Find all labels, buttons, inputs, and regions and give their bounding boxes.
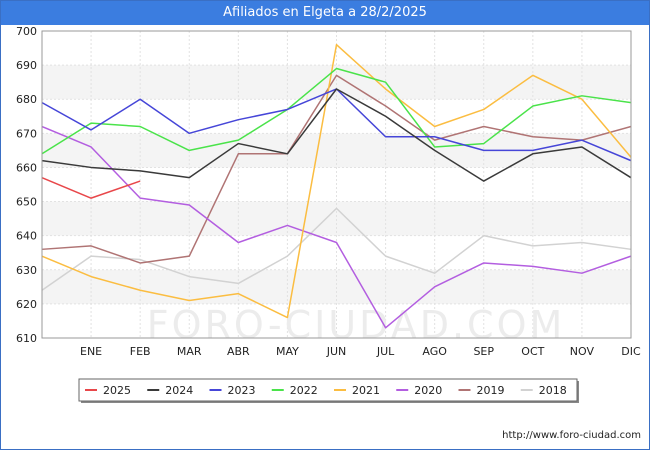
- source-url[interactable]: http://www.foro-ciudad.com: [502, 430, 641, 441]
- x-tick-label: SEP: [473, 345, 494, 358]
- x-tick-label: JUL: [376, 345, 395, 358]
- plot-border: [41, 30, 632, 339]
- series-line-2021: [41, 43, 632, 319]
- series-line-2025: [41, 176, 141, 199]
- x-tick-label: MAR: [177, 345, 202, 358]
- plot-band: [42, 133, 631, 168]
- y-axis-ticks: 610 620 630 640 650 660 670 680 690 700: [16, 25, 37, 345]
- chart-title: Afiliados en Elgeta a 28/2/2025: [1, 1, 649, 25]
- y-tick-label: 680: [16, 93, 37, 106]
- x-tick-label: ABR: [227, 345, 250, 358]
- plot-band: [42, 65, 631, 100]
- x-tick-label: DIC: [621, 345, 641, 358]
- legend-label-2023: 2023: [228, 384, 256, 397]
- legend-label-2022: 2022: [290, 384, 318, 397]
- legend: 2025 2024 2023 2022 2021 2020 2019 2018: [78, 378, 579, 403]
- y-tick-label: 610: [16, 332, 37, 345]
- x-tick-label: ENE: [80, 345, 102, 358]
- plot-band: [42, 201, 631, 236]
- series-line-2022: [41, 67, 632, 155]
- y-tick-label: 650: [16, 196, 37, 209]
- series-line-2018: [41, 207, 632, 291]
- x-tick-label: NOV: [570, 345, 595, 358]
- series-line-2019: [41, 74, 632, 264]
- legend-label-2020: 2020: [414, 384, 442, 397]
- y-tick-label: 690: [16, 59, 37, 72]
- legend-box: [78, 378, 578, 402]
- y-tick-label: 660: [16, 161, 37, 174]
- y-tick-label: 640: [16, 230, 37, 243]
- x-axis-ticks: ENE FEB MAR ABR MAY JUN JUL AGO SEP OCT NOV DIC: [80, 345, 641, 358]
- legend-label-2025: 2025: [103, 384, 131, 397]
- x-tick-label: OCT: [521, 345, 544, 358]
- series-line-2024: [41, 88, 632, 182]
- x-tick-label: AGO: [422, 345, 447, 358]
- legend-label-2021: 2021: [352, 384, 380, 397]
- series-lines: [41, 43, 632, 329]
- y-tick-label: 620: [16, 298, 37, 311]
- y-tick-label: 670: [16, 127, 37, 140]
- series-line-2020: [41, 125, 632, 329]
- legend-label-2024: 2024: [165, 384, 193, 397]
- line-chart: FORO-CIUDAD.COM 610 620 630 640 650 660 670 680…: [16, 25, 641, 403]
- y-tick-label: 630: [16, 264, 37, 277]
- x-tick-label: MAY: [276, 345, 299, 358]
- watermark: FORO-CIUDAD.COM: [147, 303, 566, 347]
- legend-label-2019: 2019: [477, 384, 505, 397]
- y-tick-label: 700: [16, 25, 37, 38]
- legend-label-2018: 2018: [539, 384, 567, 397]
- x-tick-label: JUN: [326, 345, 347, 358]
- x-tick-label: FEB: [130, 345, 151, 358]
